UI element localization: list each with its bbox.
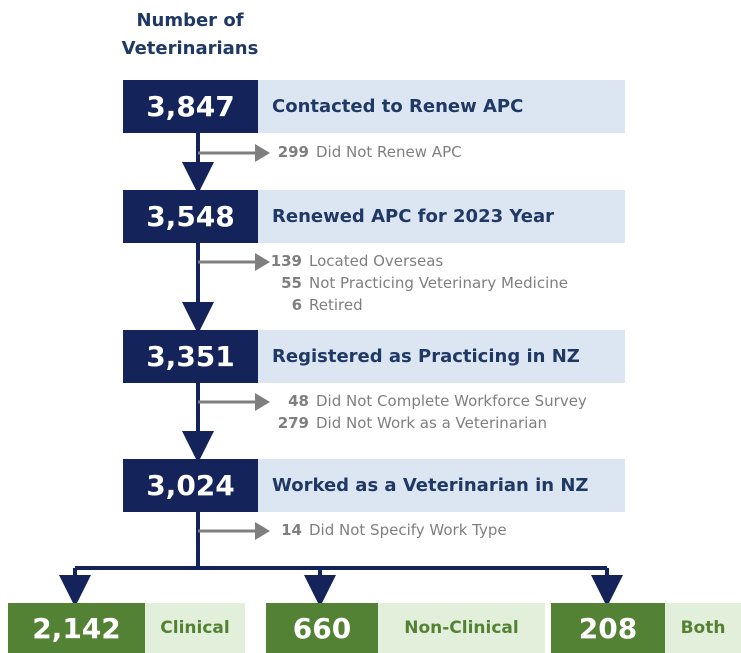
exit-label: Retired <box>309 296 363 314</box>
header-line: Number of <box>136 10 244 31</box>
outcome-label: Both <box>665 603 741 653</box>
exit-item: 299 Did Not Renew APC <box>275 143 462 161</box>
exit-item: 14 Did Not Specify Work Type <box>268 521 507 539</box>
header-line: Veterinarians <box>121 38 259 59</box>
step-count: 3,024 <box>123 459 258 512</box>
step-count: 3,548 <box>123 190 258 243</box>
exit-label: Not Practicing Veterinary Medicine <box>309 274 568 292</box>
step-count: 3,847 <box>123 80 258 133</box>
outcome-count: 2,142 <box>8 603 145 653</box>
step-label: Contacted to Renew APC <box>258 80 625 133</box>
step-label: Renewed APC for 2023 Year <box>258 190 625 243</box>
exit-count: 14 <box>281 521 302 539</box>
exit-count: 139 <box>270 252 302 270</box>
exit-count: 279 <box>277 414 309 432</box>
outcome-label: Clinical <box>145 603 245 653</box>
exit-label: Did Not Renew APC <box>316 143 462 161</box>
exit-item: 279 Did Not Work as a Veterinarian <box>275 414 547 432</box>
exit-count: 55 <box>281 274 302 292</box>
outcome-label: Non-Clinical <box>378 603 545 653</box>
exit-count: 6 <box>291 296 302 314</box>
step-label: Registered as Practicing in NZ <box>258 330 625 383</box>
exit-count: 299 <box>277 143 309 161</box>
exit-label: Did Not Complete Workforce Survey <box>316 392 587 410</box>
exit-label: Did Not Specify Work Type <box>309 521 507 539</box>
outcome-count: 208 <box>551 603 665 653</box>
exit-count: 48 <box>288 392 309 410</box>
outcome-count: 660 <box>266 603 378 653</box>
exit-item: 139 Located Overseas <box>268 252 444 270</box>
exit-item: 6 Retired <box>268 296 363 314</box>
exit-item: 48 Did Not Complete Workforce Survey <box>275 392 587 410</box>
exit-item: 55 Not Practicing Veterinary Medicine <box>268 274 568 292</box>
step-label: Worked as a Veterinarian in NZ <box>258 459 625 512</box>
step-count: 3,351 <box>123 330 258 383</box>
exit-label: Located Overseas <box>309 252 444 270</box>
exit-label: Did Not Work as a Veterinarian <box>316 414 548 432</box>
